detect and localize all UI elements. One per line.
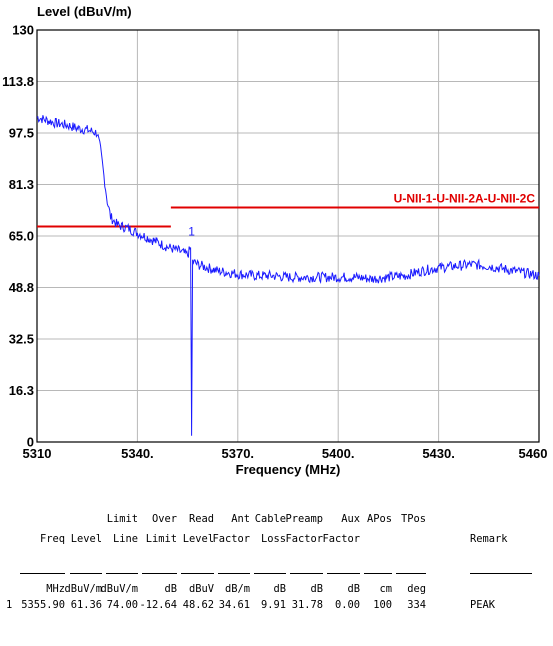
table-unit: dBuV/m <box>100 583 138 595</box>
y-tick-label: 32.5 <box>9 332 34 347</box>
table-header-top: Aux <box>341 513 360 525</box>
table-header-top: Cable <box>254 513 286 525</box>
plot-frame <box>36 29 540 443</box>
table-cell: 334 <box>407 599 426 611</box>
x-tick-labels: 5310 5340. 5370. 5400. 5430. 5460 <box>23 446 548 461</box>
table-unit: deg <box>407 583 426 595</box>
table-cell: 9.91 <box>260 599 286 611</box>
table-header-top: Limit <box>106 513 138 525</box>
table-unit: dB/m <box>224 583 250 595</box>
table-header: Remark <box>470 533 508 545</box>
x-tick-label: 5310 <box>23 446 52 461</box>
table-header: Factor <box>285 533 323 545</box>
header-underline <box>20 573 65 574</box>
table-header-top: APos <box>366 513 392 525</box>
emission-chart: U-NII-1-U-NII-2A-U-NII-2C 1 130 113.8 97.5… <box>2 4 548 477</box>
table-unit: dB <box>310 583 323 595</box>
table-cell: 48.62 <box>182 599 214 611</box>
header-underline <box>218 573 250 574</box>
y-tick-label: 130 <box>12 23 34 38</box>
x-tick-label: 5400. <box>322 446 355 461</box>
y-tick-label: 65.0 <box>9 229 34 244</box>
header-underline <box>470 573 532 574</box>
table-header-top: TPos <box>400 513 426 525</box>
header-underline <box>142 573 177 574</box>
limit-lines: U-NII-1-U-NII-2A-U-NII-2C <box>37 191 539 228</box>
table-cell: 31.78 <box>291 599 323 611</box>
y-axis-title: Level (dBuV/m) <box>37 4 132 19</box>
table-header: Factor <box>322 533 360 545</box>
table-cell: -12.64 <box>139 599 177 611</box>
table-unit: dB <box>164 583 177 595</box>
table-header-top: Preamp <box>285 513 323 525</box>
header-underline <box>327 573 360 574</box>
limit-line-label: U-NII-1-U-NII-2A-U-NII-2C <box>394 191 536 205</box>
table-header: Freq <box>39 533 65 545</box>
y-tick-labels: 130 113.8 97.5 81.3 65.0 48.8 32.5 16.3 0 <box>2 23 34 450</box>
table-header: Loss <box>260 533 286 545</box>
y-tick-label: 97.5 <box>9 126 34 141</box>
table-header-top: Over <box>151 513 177 525</box>
marker-label: 1 <box>188 225 195 239</box>
table-header: Level <box>70 533 102 545</box>
table-header: Level <box>182 533 214 545</box>
table-unit: dB <box>347 583 360 595</box>
header-underline <box>106 573 138 574</box>
y-tick-label: 81.3 <box>9 177 34 192</box>
table-cell: 100 <box>373 599 392 611</box>
table-header-top: Read <box>188 513 214 525</box>
table-unit: dBuV/m <box>64 583 102 595</box>
table-cell: 61.36 <box>70 599 102 611</box>
x-tick-label: 5340. <box>121 446 154 461</box>
table-cell: 1 <box>6 599 13 611</box>
table-header: Line <box>112 533 138 545</box>
table-cell: 0.00 <box>334 599 360 611</box>
x-tick-label: 5370. <box>222 446 255 461</box>
header-underline <box>290 573 323 574</box>
table-header: Factor <box>212 533 250 545</box>
chart-grid <box>37 30 539 442</box>
table-unit: cm <box>379 583 392 595</box>
table-unit: MHz <box>46 583 65 595</box>
table-unit: dB <box>273 583 286 595</box>
series-layer <box>36 115 540 436</box>
y-tick-label: 0 <box>27 435 34 450</box>
table-cell: 5355.90 <box>21 599 65 611</box>
header-underline <box>396 573 426 574</box>
y-tick-label: 113.8 <box>2 74 34 89</box>
x-tick-label: 5430. <box>422 446 455 461</box>
table-header: Limit <box>145 533 177 545</box>
markers-layer: 1 <box>188 225 195 239</box>
measurement-table: Limit Over Read Ant Cable Preamp Aux APos TPos Fr… <box>0 500 553 640</box>
header-underline <box>254 573 286 574</box>
series-trace <box>36 115 540 436</box>
header-underline <box>364 573 392 574</box>
table-cell: PEAK <box>470 599 496 611</box>
y-tick-label: 16.3 <box>9 383 34 398</box>
header-underline <box>181 573 214 574</box>
x-axis-title: Frequency (MHz) <box>236 462 341 477</box>
table-header-top: Ant <box>231 513 250 525</box>
table-cell: 34.61 <box>218 599 250 611</box>
table-cell: 74.00 <box>106 599 138 611</box>
header-underline <box>70 573 102 574</box>
x-tick-label: 5460 <box>519 446 548 461</box>
table-unit: dBuV <box>188 583 214 595</box>
y-tick-label: 48.8 <box>9 280 34 295</box>
